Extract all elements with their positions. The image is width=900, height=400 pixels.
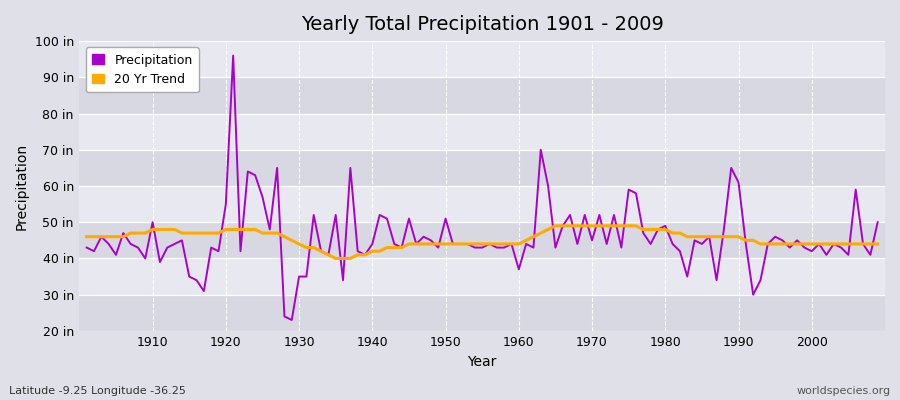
Bar: [79, 222, 885, 258]
Bar: [79, 186, 885, 222]
Bar: [79, 295, 885, 331]
Title: Yearly Total Precipitation 1901 - 2009: Yearly Total Precipitation 1901 - 2009: [301, 15, 663, 34]
Bar: [79, 77, 885, 114]
X-axis label: Year: Year: [467, 355, 497, 369]
Bar: [79, 114, 885, 150]
Bar: [79, 150, 885, 186]
Text: worldspecies.org: worldspecies.org: [796, 386, 891, 396]
Y-axis label: Precipitation: Precipitation: [15, 142, 29, 230]
Legend: Precipitation, 20 Yr Trend: Precipitation, 20 Yr Trend: [86, 47, 199, 92]
Bar: [79, 258, 885, 295]
Bar: [79, 41, 885, 77]
Text: Latitude -9.25 Longitude -36.25: Latitude -9.25 Longitude -36.25: [9, 386, 186, 396]
